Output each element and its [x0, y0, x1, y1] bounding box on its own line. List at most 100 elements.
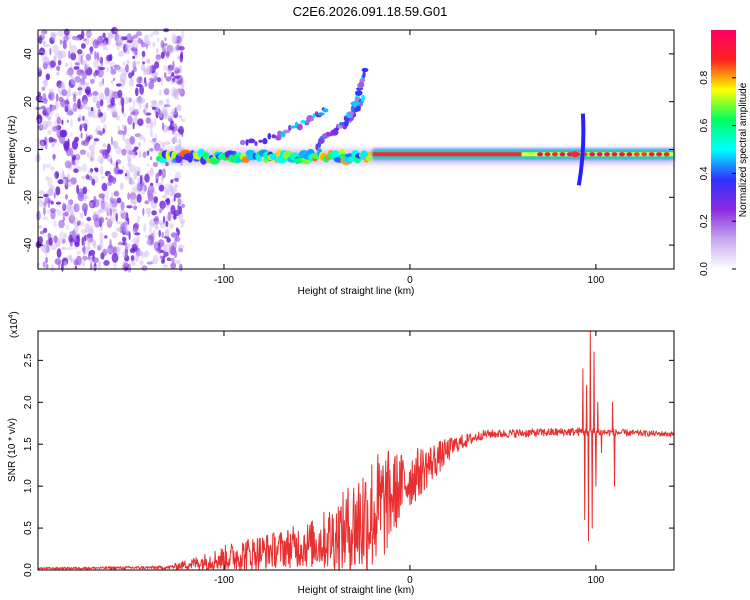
spectrogram-noise-speck [85, 133, 89, 143]
spectrogram-noise-speck [46, 209, 50, 215]
spectrogram-noise-speck [160, 40, 165, 49]
spectrogram-noise-speck [111, 177, 117, 184]
spectrogram-noise-speck [62, 39, 67, 49]
spectrogram-noise-speck [170, 185, 177, 194]
spectrogram-noise-speck [116, 45, 120, 51]
spectrogram-noise-speck [75, 202, 81, 213]
spectrogram-noise-speck [164, 140, 171, 146]
spectrogram-noise-speck [133, 205, 138, 211]
branch-blob [361, 67, 369, 73]
spectrogram-noise-speck [159, 254, 164, 261]
spectrogram-noise-speck [168, 183, 172, 188]
spectrogram-noise-speck [50, 166, 55, 171]
spectrogram-noise-speck [135, 96, 142, 104]
spectrogram-noise-speck [161, 205, 164, 211]
spectrogram-noise-speck [99, 240, 104, 250]
spectrogram-noise-speck [107, 97, 110, 106]
spectrogram-noise-speck [131, 237, 139, 244]
spectrogram-noise-speck [180, 220, 185, 228]
spectrogram-noise-speck [116, 227, 123, 232]
spectrogram-noise-speck [92, 199, 100, 208]
spectrogram-noise-speck [55, 186, 61, 196]
spectrogram-noise-speck [110, 97, 115, 106]
spectrogram-noise-speck [53, 235, 58, 244]
spectrogram-noise-speck [130, 111, 136, 116]
spectrogram-noise-speck [165, 50, 170, 59]
spectrogram-noise-speck [67, 255, 72, 261]
spectrogram-noise-speck [62, 202, 66, 210]
spectrogram-noise-speck [181, 84, 185, 89]
spectrogram-noise-speck [158, 184, 165, 192]
spectrogram-noise-speck [62, 212, 67, 217]
spectrogram-noise-speck [153, 117, 157, 128]
spectrogram-noise-speck [66, 246, 73, 251]
spectrogram-noise-speck [49, 60, 56, 68]
spectrogram-noise-speck [159, 222, 166, 229]
spectrogram-noise-speck [47, 106, 55, 116]
spectrogram-noise-speck [83, 38, 87, 42]
spectrogram-noise-speck [127, 192, 130, 201]
branch-blob [350, 105, 355, 113]
strong-carrier-blob [589, 152, 596, 157]
branch-blob [254, 141, 258, 147]
spectrogram-noise-speck [171, 122, 178, 127]
spectrogram-noise-speck [170, 179, 174, 184]
spectrogram-noise-speck [73, 93, 77, 103]
spectrogram-noise-speck [50, 244, 57, 250]
spectrogram-noise-speck [72, 230, 77, 240]
spectrogram-noise-speck [116, 197, 122, 204]
spectrogram-noise-speck [69, 132, 73, 137]
spectrogram-noise-speck [81, 202, 88, 213]
spectrogram-noise-speck [144, 200, 150, 205]
spectrogram-noise-speck [121, 148, 127, 156]
spectrogram-noise-speck [55, 125, 62, 131]
spectrogram-noise-speck [44, 197, 51, 204]
svg-text:(x104): (x104) [8, 311, 20, 338]
spectrogram-noise-speck [46, 120, 53, 127]
spectrogram-noise-speck [149, 167, 154, 177]
spectrogram-noise-speck [116, 245, 120, 252]
spectrogram-noise-speck [136, 83, 142, 88]
spectrogram-noise-speck [129, 115, 133, 119]
spectrogram-noise-speck [137, 177, 140, 184]
carrier-blob [256, 155, 263, 162]
spectrogram-noise-speck [170, 262, 177, 269]
spectrogram-noise-speck [87, 170, 93, 176]
spectrogram-noise-speck [43, 106, 47, 112]
spectrogram-noise-speck [49, 36, 55, 45]
spectrogram-noise-speck [146, 238, 151, 245]
spectrogram-noise-speck [68, 234, 74, 243]
spectrogram-noise-speck [155, 172, 159, 181]
spectrogram-noise-speck [127, 217, 130, 225]
spectrogram-noise-speck [84, 195, 89, 200]
spectrogram-noise-speck [147, 192, 154, 202]
spectrogram-noise-speck [74, 136, 80, 142]
spectrogram-noise-speck [68, 87, 72, 97]
spectrogram-noise-speck [106, 54, 112, 62]
snr-frame [37, 330, 675, 571]
spectrogram-noise-speck [143, 184, 147, 192]
spectrogram-noise-speck [147, 58, 151, 64]
spectrogram-noise-speck [48, 187, 54, 197]
spectrogram-noise-speck [91, 239, 97, 247]
spectrogram-noise-speck [71, 140, 79, 150]
spectrogram-noise-speck [143, 137, 146, 143]
spectrogram-noise-speck [174, 107, 177, 114]
spectrogram-noise-speck [127, 263, 132, 273]
spectrogram-noise-speck [129, 192, 137, 201]
spectrogram-noise-speck [81, 175, 86, 180]
branch-blob [262, 137, 268, 145]
spectrogram-noise-speck [162, 65, 169, 71]
spectrogram-noise-speck [67, 67, 74, 76]
spectrogram-noise-speck [174, 67, 180, 75]
spectrogram-noise-speck [43, 193, 49, 198]
spectrogram-noise-speck [110, 158, 113, 164]
spectrogram-noise-speck [155, 221, 159, 230]
spectrogram-ticks: -100 0 100 -40 -20 0 20 40 [23, 30, 674, 286]
spectrogram-noise-speck [130, 47, 138, 51]
spectrogram-noise-speck [64, 160, 72, 169]
spectrogram-noise-speck [111, 252, 119, 263]
spectrogram-noise-speck [146, 261, 153, 265]
spectrogram-noise-speck [40, 140, 44, 149]
spectrogram-noise-speck [53, 153, 56, 161]
